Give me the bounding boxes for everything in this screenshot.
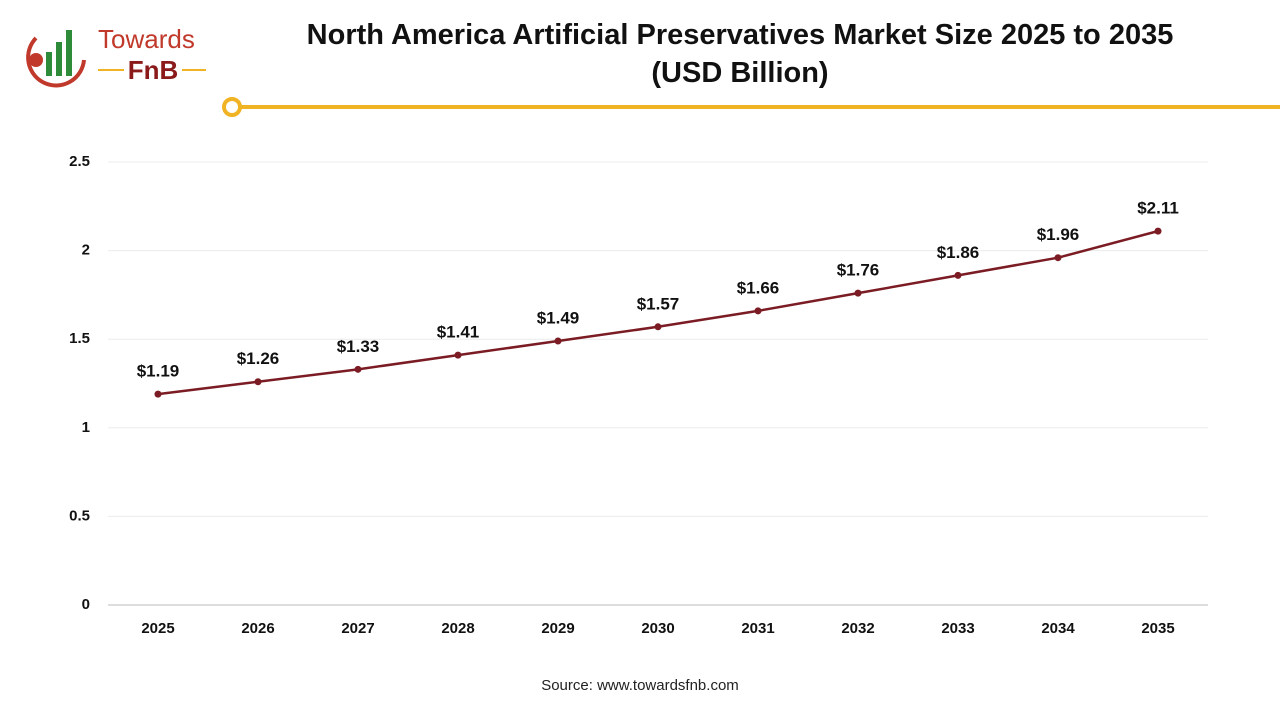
data-label: $1.33 (337, 337, 380, 356)
point (1054, 254, 1062, 262)
logo: Towards FnB (26, 24, 206, 88)
logo-dot (29, 53, 43, 67)
x-tick-label: 2030 (641, 620, 674, 637)
logo-bar (56, 42, 62, 76)
logo-text: Towards (98, 24, 195, 54)
chart-title: North America Artificial Preservatives M… (306, 19, 1174, 89)
source: Source: www.towardsfnb.com (541, 677, 739, 694)
y-tick-label: 0.5 (69, 507, 90, 524)
point (754, 307, 762, 315)
logo-bar (46, 52, 52, 76)
y-tick-label: 2.5 (69, 153, 90, 170)
x-tick-label: 2029 (541, 620, 574, 637)
y-tick-label: 2 (82, 242, 90, 259)
data-label: $1.19 (137, 362, 180, 381)
y-tick-label: 1 (82, 419, 90, 436)
point (654, 323, 662, 331)
x-tick-label: 2031 (741, 620, 774, 637)
y-tick-label: 0 (82, 596, 90, 613)
x-tick-label: 2026 (241, 620, 274, 637)
point (154, 390, 162, 398)
point (454, 351, 462, 359)
point (1154, 227, 1162, 235)
x-tick-label: 2033 (941, 620, 974, 637)
data-label: $2.11 (1137, 199, 1179, 218)
point (954, 271, 962, 279)
point (854, 289, 862, 297)
x-tick-label: 2034 (1041, 620, 1075, 637)
logo-arc (26, 36, 86, 88)
y-tick-label: 1.5 (69, 330, 90, 347)
point (554, 337, 562, 345)
point (254, 378, 262, 386)
point (354, 365, 362, 373)
logo-bar (66, 30, 72, 76)
x-tick-label: 2032 (841, 620, 874, 637)
x-tick-label: 2025 (141, 620, 174, 637)
header-rule-dot (222, 97, 242, 117)
data-label: $1.76 (837, 261, 880, 280)
data-label: $1.57 (637, 294, 680, 313)
data-label: $1.49 (537, 308, 580, 327)
data-label: $1.96 (1037, 225, 1080, 244)
logo-text: FnB (128, 55, 179, 85)
x-tick-label: 2027 (341, 620, 374, 637)
data-label: $1.41 (437, 323, 480, 342)
x-tick-label: 2035 (1141, 620, 1174, 637)
data-label: $1.26 (237, 349, 280, 368)
data-label: $1.66 (737, 278, 780, 297)
data-label: $1.86 (937, 243, 980, 262)
x-tick-label: 2028 (441, 620, 474, 637)
